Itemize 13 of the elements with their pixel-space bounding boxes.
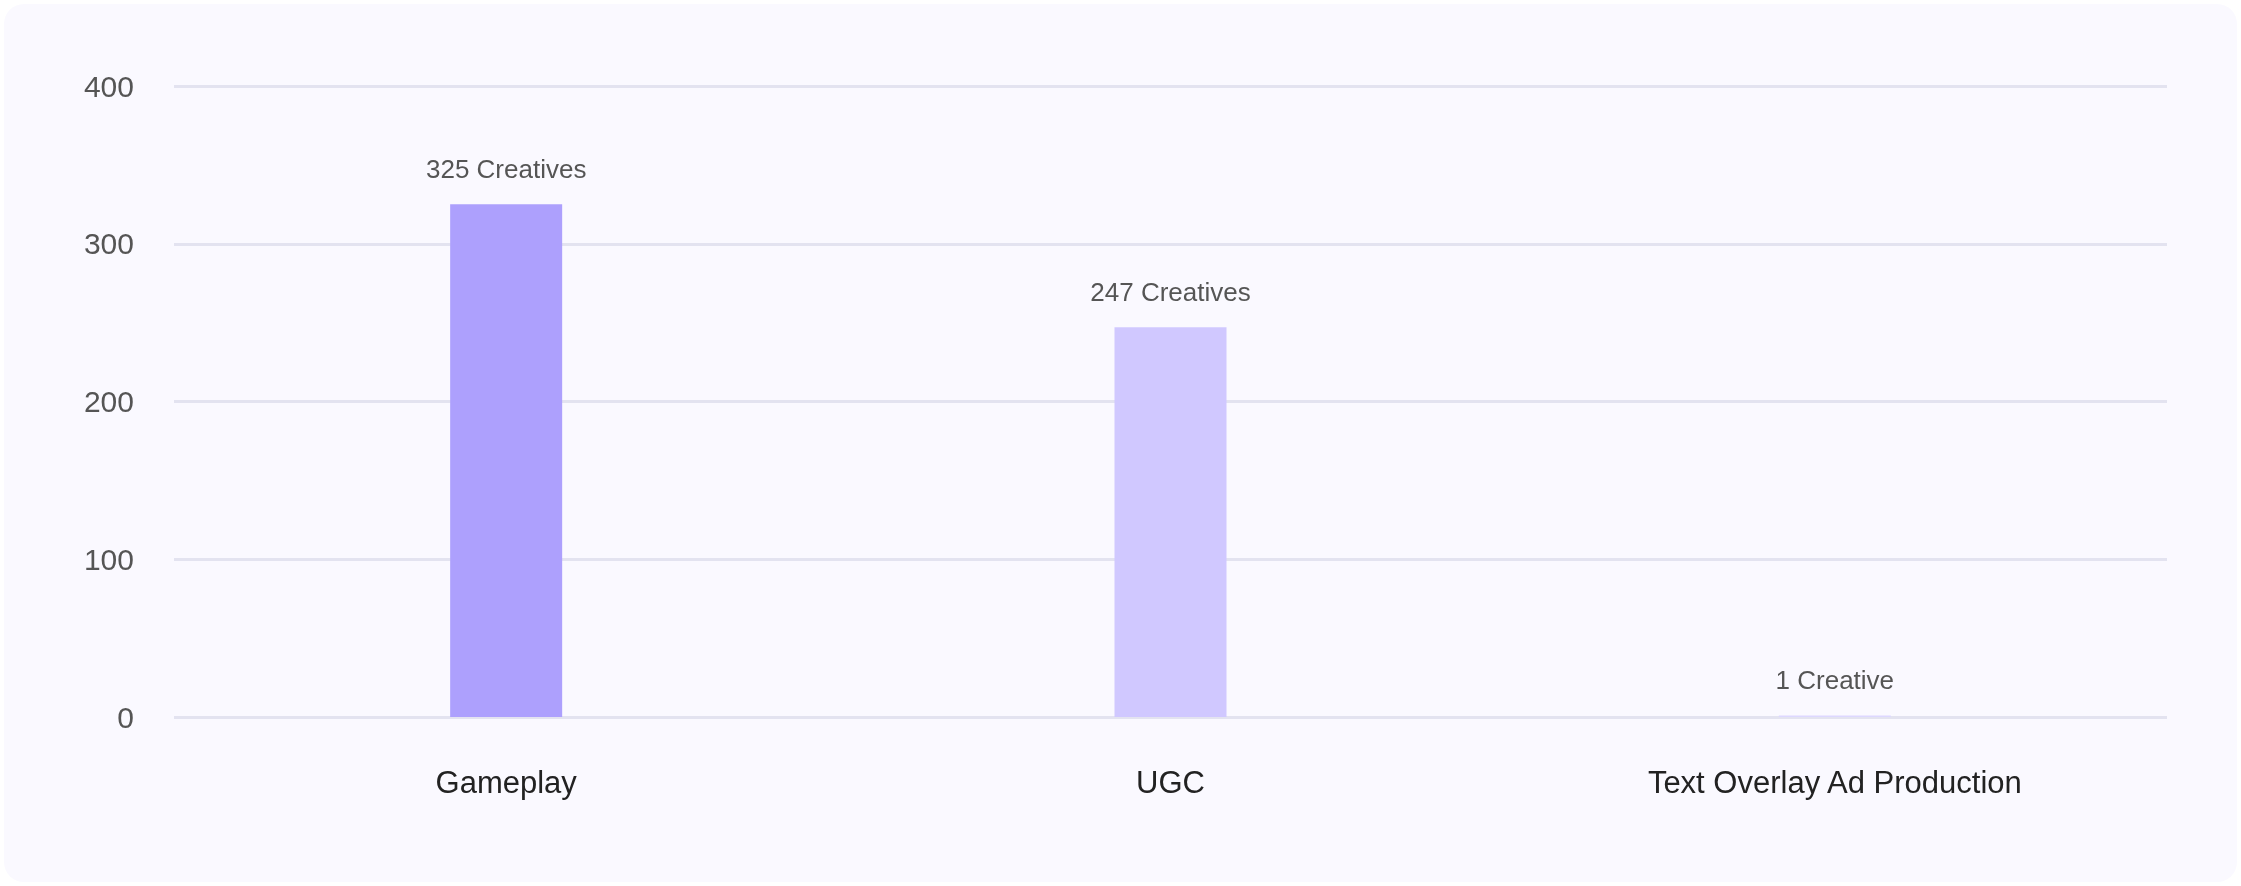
data-label: 1 Creative bbox=[1775, 665, 1895, 696]
y-tick-label: 0 bbox=[117, 700, 134, 734]
bar bbox=[1114, 327, 1227, 717]
y-tick-label: 300 bbox=[83, 227, 134, 261]
y-tick-label: 100 bbox=[83, 542, 134, 576]
y-tick-label: 200 bbox=[83, 385, 134, 418]
x-tick-label: UGC bbox=[1136, 765, 1205, 800]
bar bbox=[450, 204, 563, 717]
y-tick-label: 400 bbox=[83, 69, 134, 103]
data-label: 247 Creatives bbox=[1090, 277, 1251, 308]
x-tick-label: Text Overlay Ad Production bbox=[1647, 765, 2022, 800]
x-tick-label: Gameplay bbox=[435, 765, 578, 800]
data-label: 325 Creatives bbox=[425, 154, 587, 185]
